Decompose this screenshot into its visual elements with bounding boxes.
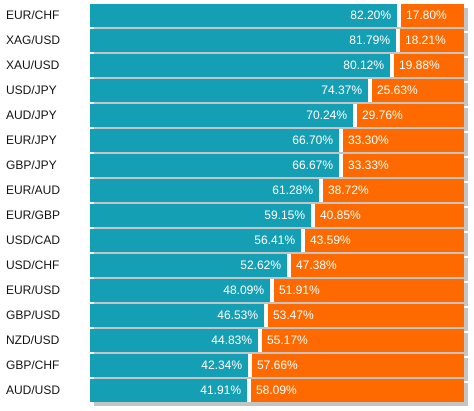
bar-track: 66.67% 33.33% — [90, 154, 464, 177]
chart-row: AUD/USD 41.91% 58.09% — [0, 379, 474, 406]
chart-row: NZD/USD 44.83% 55.17% — [0, 329, 474, 356]
short-bar: 25.63% — [372, 79, 464, 102]
short-bar: 38.72% — [323, 179, 464, 202]
bar-track: 74.37% 25.63% — [90, 79, 464, 102]
chart-row: XAG/USD 81.79% 18.21% — [0, 29, 474, 56]
long-bar: 82.20% — [90, 4, 397, 27]
currency-pair-label: NZD/USD — [6, 333, 60, 347]
long-bar: 70.24% — [90, 104, 353, 127]
short-bar: 18.21% — [400, 29, 464, 52]
short-bar: 33.30% — [343, 129, 464, 152]
long-bar: 42.34% — [90, 354, 248, 377]
bar-track: 46.53% 53.47% — [90, 304, 464, 327]
chart-row: GBP/CHF 42.34% 57.66% — [0, 354, 474, 381]
currency-pair-label: XAU/USD — [6, 58, 60, 72]
long-bar: 81.79% — [90, 29, 396, 52]
chart-row: EUR/CHF 82.20% 17.80% — [0, 4, 474, 31]
short-bar: 47.38% — [291, 254, 464, 277]
chart-row: USD/CHF 52.62% 47.38% — [0, 254, 474, 281]
bar-track: 59.15% 40.85% — [90, 204, 464, 227]
long-bar: 41.91% — [90, 379, 247, 402]
chart-row: EUR/USD 48.09% 51.91% — [0, 279, 474, 306]
currency-pair-label: AUD/JPY — [6, 108, 57, 122]
long-bar: 46.53% — [90, 304, 264, 327]
long-bar: 44.83% — [90, 329, 258, 352]
long-bar: 66.70% — [90, 129, 339, 152]
long-bar: 52.62% — [90, 254, 287, 277]
chart-row: GBP/JPY 66.67% 33.33% — [0, 154, 474, 181]
bar-track: 70.24% 29.76% — [90, 104, 464, 127]
bar-track: 61.28% 38.72% — [90, 179, 464, 202]
chart-row: EUR/JPY 66.70% 33.30% — [0, 129, 474, 156]
currency-pair-label: EUR/USD — [6, 283, 61, 297]
long-bar: 56.41% — [90, 229, 301, 252]
short-bar: 57.66% — [252, 354, 464, 377]
bar-track: 41.91% 58.09% — [90, 379, 464, 402]
currency-pair-label: EUR/GBP — [6, 208, 61, 222]
currency-pair-label: EUR/AUD — [6, 183, 61, 197]
short-bar: 17.80% — [401, 4, 464, 27]
currency-pair-label: AUD/USD — [6, 383, 61, 397]
short-bar: 40.85% — [315, 204, 464, 227]
currency-pair-label: EUR/JPY — [6, 133, 57, 147]
short-bar: 55.17% — [262, 329, 464, 352]
currency-pair-label: USD/CAD — [6, 233, 61, 247]
short-bar: 43.59% — [305, 229, 464, 252]
long-bar: 66.67% — [90, 154, 339, 177]
long-bar: 48.09% — [90, 279, 270, 302]
bar-track: 81.79% 18.21% — [90, 29, 464, 52]
chart-row: GBP/USD 46.53% 53.47% — [0, 304, 474, 331]
long-bar: 74.37% — [90, 79, 368, 102]
short-bar: 19.88% — [394, 54, 464, 77]
currency-pair-label: GBP/USD — [6, 308, 61, 322]
short-bar: 33.33% — [343, 154, 464, 177]
bar-track: 80.12% 19.88% — [90, 54, 464, 77]
bar-track: 52.62% 47.38% — [90, 254, 464, 277]
short-bar: 58.09% — [251, 379, 464, 402]
long-bar: 61.28% — [90, 179, 319, 202]
currency-pair-label: USD/CHF — [6, 258, 60, 272]
chart-row: XAU/USD 80.12% 19.88% — [0, 54, 474, 81]
currency-pair-label: GBP/CHF — [6, 358, 60, 372]
bar-track: 44.83% 55.17% — [90, 329, 464, 352]
chart-row: EUR/AUD 61.28% 38.72% — [0, 179, 474, 206]
long-bar: 80.12% — [90, 54, 390, 77]
long-bar: 59.15% — [90, 204, 311, 227]
bar-track: 82.20% 17.80% — [90, 4, 464, 27]
bar-track: 56.41% 43.59% — [90, 229, 464, 252]
short-bar: 51.91% — [274, 279, 464, 302]
bar-track: 66.70% 33.30% — [90, 129, 464, 152]
chart-row: AUD/JPY 70.24% 29.76% — [0, 104, 474, 131]
chart-row: EUR/GBP 59.15% 40.85% — [0, 204, 474, 231]
bar-track: 48.09% 51.91% — [90, 279, 464, 302]
currency-pair-label: EUR/CHF — [6, 8, 60, 22]
chart-row: USD/JPY 74.37% 25.63% — [0, 79, 474, 106]
bar-track: 42.34% 57.66% — [90, 354, 464, 377]
currency-pair-label: GBP/JPY — [6, 158, 57, 172]
short-bar: 29.76% — [357, 104, 464, 127]
short-bar: 53.47% — [268, 304, 464, 327]
currency-pair-label: XAG/USD — [6, 33, 61, 47]
currency-pair-label: USD/JPY — [6, 83, 57, 97]
chart-row: USD/CAD 56.41% 43.59% — [0, 229, 474, 256]
